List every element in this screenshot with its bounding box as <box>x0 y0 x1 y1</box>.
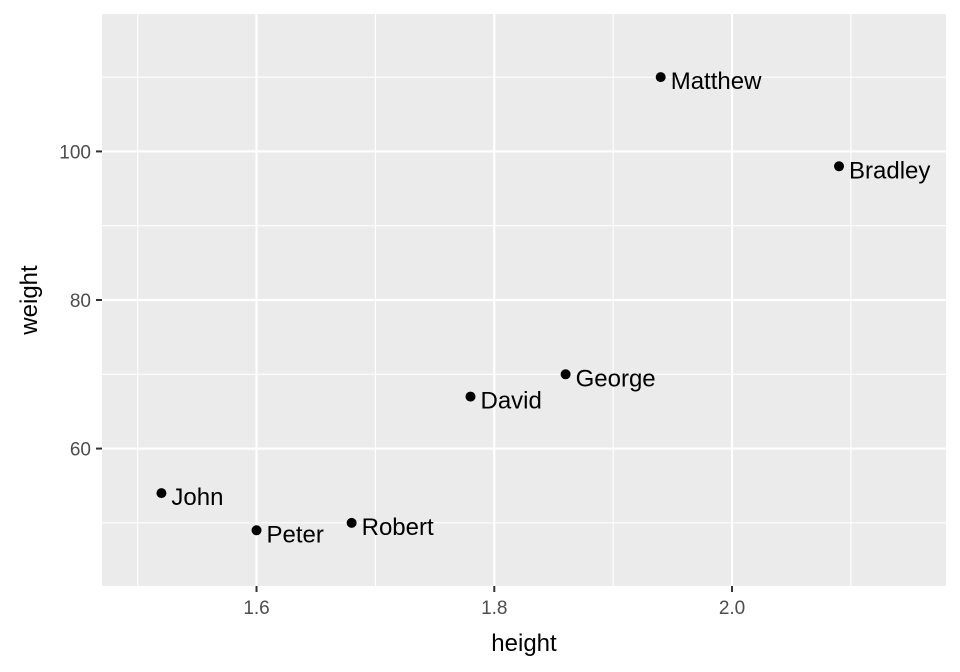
major-gridlines <box>102 14 946 586</box>
data-label: Robert <box>362 514 434 541</box>
data-point <box>251 525 262 536</box>
y-tick-label: 100 <box>59 142 91 163</box>
data-labels: John Peter Robert David George Matthew Bradley <box>171 68 930 548</box>
data-points <box>156 72 845 536</box>
data-label: Bradley <box>849 157 930 184</box>
data-label: Matthew <box>671 68 762 95</box>
data-label: Peter <box>267 521 324 548</box>
y-tick-label: 60 <box>70 440 91 461</box>
x-axis-title: height <box>491 630 557 657</box>
data-point <box>655 72 666 83</box>
data-point <box>834 161 845 172</box>
data-point <box>465 391 476 402</box>
x-axis-ticks: 1.6 1.8 2.0 <box>243 586 745 619</box>
data-label: George <box>576 365 656 392</box>
y-axis-ticks: 60 80 100 <box>59 142 102 461</box>
data-point <box>346 517 357 528</box>
x-tick-label: 1.8 <box>481 598 507 619</box>
data-point <box>156 488 167 499</box>
y-axis-title: weight <box>16 265 43 336</box>
data-label: John <box>171 484 223 511</box>
x-tick-label: 2.0 <box>719 598 745 619</box>
x-tick-label: 1.6 <box>243 598 269 619</box>
data-label: David <box>481 388 542 415</box>
y-tick-label: 80 <box>70 291 91 312</box>
data-point <box>560 369 571 380</box>
